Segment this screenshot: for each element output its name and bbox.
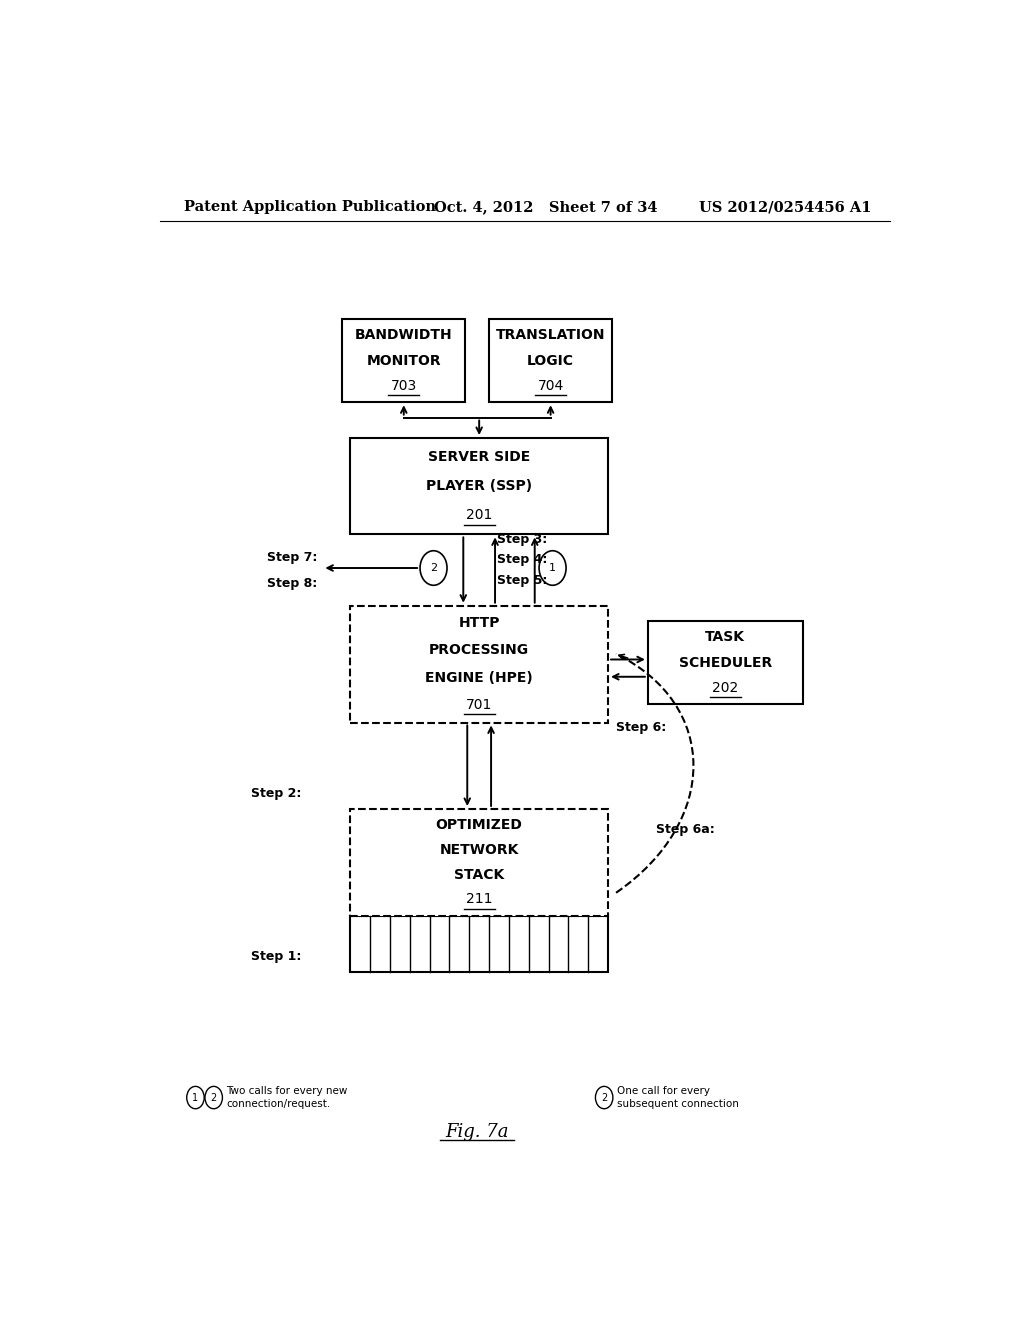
Text: 1: 1 [549,564,556,573]
Text: 2: 2 [601,1093,607,1102]
Text: Step 1:: Step 1: [251,950,301,962]
Text: HTTP: HTTP [459,616,500,630]
Text: Oct. 4, 2012   Sheet 7 of 34: Oct. 4, 2012 Sheet 7 of 34 [433,201,657,214]
FancyBboxPatch shape [350,606,608,722]
FancyBboxPatch shape [350,438,608,535]
FancyBboxPatch shape [350,809,608,916]
Text: SCHEDULER: SCHEDULER [679,656,772,669]
Text: Step 7:: Step 7: [267,552,317,565]
Text: STACK: STACK [454,867,504,882]
Text: US 2012/0254456 A1: US 2012/0254456 A1 [699,201,871,214]
Text: TASK: TASK [706,630,745,644]
Text: Step 4:: Step 4: [497,553,548,566]
Text: 211: 211 [466,892,493,907]
Text: 202: 202 [712,681,738,694]
Text: Patent Application Publication: Patent Application Publication [183,201,435,214]
Text: TRANSLATION: TRANSLATION [496,329,605,342]
FancyBboxPatch shape [342,319,465,403]
Text: OPTIMIZED: OPTIMIZED [436,818,522,832]
Text: MONITOR: MONITOR [367,354,441,368]
Text: Fig. 7a: Fig. 7a [445,1123,509,1140]
Text: LOGIC: LOGIC [527,354,574,368]
FancyBboxPatch shape [350,916,608,972]
Text: PLAYER (SSP): PLAYER (SSP) [426,479,532,494]
Text: 703: 703 [390,379,417,393]
Text: Step 8:: Step 8: [267,577,317,590]
Text: 2: 2 [211,1093,217,1102]
Text: 701: 701 [466,698,493,711]
FancyBboxPatch shape [489,319,612,403]
Text: Step 3:: Step 3: [497,533,547,546]
Text: PROCESSING: PROCESSING [429,643,529,657]
Text: 2: 2 [430,564,437,573]
Text: Step 2:: Step 2: [251,787,301,800]
Text: 1: 1 [193,1093,199,1102]
Text: One call for every
subsequent connection: One call for every subsequent connection [616,1086,738,1109]
FancyBboxPatch shape [648,620,803,704]
Text: Step 6:: Step 6: [616,721,667,734]
Text: NETWORK: NETWORK [439,843,519,857]
Text: 201: 201 [466,508,493,523]
Text: Step 5:: Step 5: [497,574,548,586]
Text: ENGINE (HPE): ENGINE (HPE) [425,671,534,685]
Text: Step 6a:: Step 6a: [655,822,715,836]
Text: SERVER SIDE: SERVER SIDE [428,450,530,463]
Text: 704: 704 [538,379,564,393]
Text: BANDWIDTH: BANDWIDTH [355,329,453,342]
Text: Two calls for every new
connection/request.: Two calls for every new connection/reque… [226,1086,348,1109]
